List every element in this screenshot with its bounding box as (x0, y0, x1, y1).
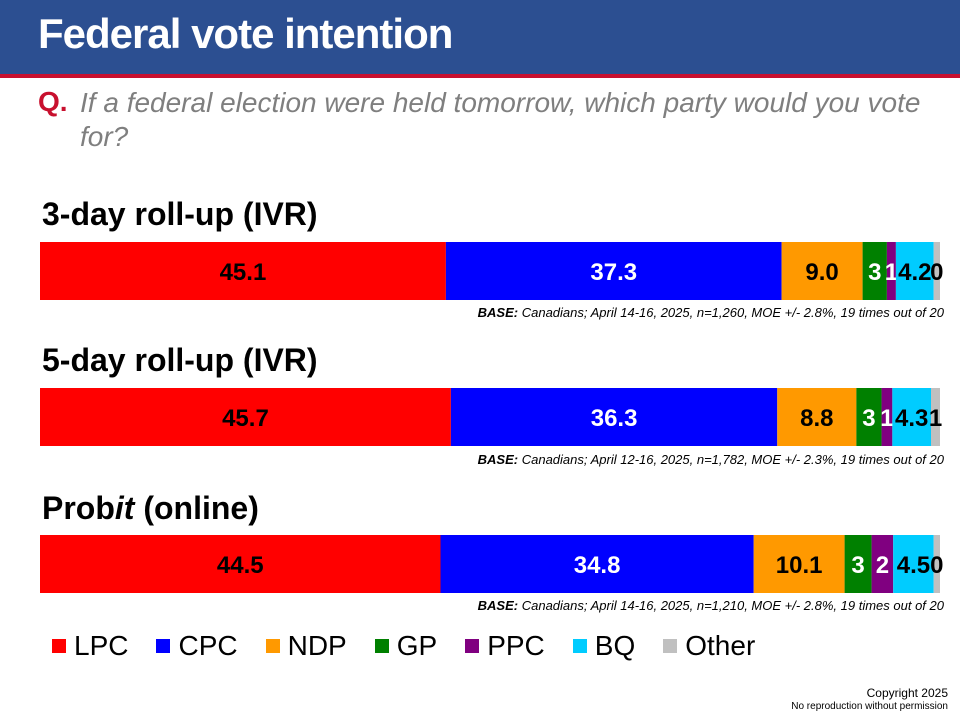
legend-swatch-ppc (465, 639, 480, 653)
legend-swatch-ndp (265, 639, 280, 653)
legend-swatch-cpc (156, 639, 171, 653)
bar-label-bq-1: 4.3 (895, 405, 928, 432)
bar-label-other-0: 0 (930, 259, 943, 286)
bar-label-ndp-2: 10.1 (776, 552, 823, 579)
page-title: Federal vote intention (38, 10, 453, 57)
bar-segment-ndp-0 (781, 242, 863, 300)
legend-swatch-gp (374, 639, 389, 653)
base-note-3day: BASE: Canadians; April 14-16, 2025, n=1,… (477, 305, 944, 320)
legend-label-ndp: NDP (287, 630, 347, 661)
bar-label-lpc-2: 44.5 (217, 552, 264, 579)
bar-label-ndp-0: 9.0 (805, 259, 838, 286)
bar-label-cpc-1: 36.3 (591, 405, 638, 432)
copyright-text: Copyright 2025 (866, 686, 948, 700)
bar-segment-cpc-0 (445, 242, 782, 300)
bar-label-ppc-2: 2 (876, 552, 889, 579)
bar-label-bq-2: 4.5 (897, 552, 930, 579)
bar-label-gp-1: 3 (862, 405, 875, 432)
bar-label-other-1: 1 (929, 405, 942, 432)
legend-label-ppc: PPC (487, 630, 545, 661)
bar-label-bq-0: 4.2 (898, 259, 931, 286)
bar-label-ndp-1: 8.8 (800, 405, 833, 432)
copyright: Copyright 2025 No reproduction without p… (791, 686, 948, 714)
bar-label-lpc-0: 45.1 (220, 259, 267, 286)
bar-segment-cpc-2 (440, 535, 754, 593)
bar-segment-ppc-1 (881, 388, 893, 446)
bar-segment-ppc-2 (871, 535, 894, 593)
legend-label-gp: GP (396, 630, 438, 661)
legend-item-ndp: NDP (265, 630, 347, 662)
chart-title-5day: 5-day roll-up (IVR) (42, 342, 318, 378)
bar-label-gp-2: 3 (851, 552, 864, 579)
bar-label-cpc-0: 37.3 (590, 259, 637, 286)
reproduction-notice: No reproduction without permission (791, 701, 948, 712)
bar-segment-ppc-0 (886, 242, 896, 300)
bar-segment-lpc-0 (40, 242, 446, 300)
legend-label-lpc: LPC (74, 630, 129, 661)
legend-swatch-lpc (52, 639, 66, 653)
bar-label-gp-0: 3 (868, 259, 881, 286)
bar-segment-gp-1 (856, 388, 882, 446)
bar-label-lpc-1: 45.7 (222, 405, 269, 432)
legend-item-other: Other (663, 630, 755, 662)
legend-swatch-bq (572, 639, 587, 653)
legend-item-cpc: CPC (156, 630, 238, 662)
title-divider (0, 74, 960, 78)
legend-label-bq: BQ (594, 630, 636, 661)
bar-segment-cpc-1 (450, 388, 778, 446)
legend-item-gp: GP (374, 630, 438, 662)
bar-segment-bq-0 (895, 242, 934, 300)
legend-label-cpc: CPC (178, 630, 238, 661)
question-text: If a federal election were held tomorrow… (80, 87, 921, 152)
base-note-5day: BASE: Canadians; April 12-16, 2025, n=1,… (477, 452, 944, 467)
bar-segment-gp-0 (862, 242, 887, 300)
legend-item-ppc: PPC (465, 630, 545, 662)
bar-segment-gp-2 (844, 535, 872, 593)
bar-segment-other-0 (933, 242, 940, 300)
base-note-probit: BASE: Canadians; April 14-16, 2025, n=1,… (477, 598, 944, 613)
bar-segment-ndp-2 (753, 535, 845, 593)
bar-label-ppc-1: 1 (880, 405, 893, 432)
legend-item-lpc: LPC (52, 630, 128, 662)
bar-segment-bq-1 (892, 388, 932, 446)
bar-segment-ndp-1 (777, 388, 857, 446)
title-bar: Federal vote intention (0, 0, 960, 74)
question-label: Q. (38, 86, 68, 117)
chart-title-3day: 3-day roll-up (IVR) (42, 196, 318, 232)
chart-title-probit: Probit (online) (42, 490, 259, 526)
bar-segment-lpc-2 (40, 535, 441, 593)
legend: LPC CPC NDP GP PPC BQ Other (52, 630, 783, 662)
legend-swatch-other (663, 639, 678, 653)
bar-label-cpc-2: 34.8 (574, 552, 621, 579)
bar-segment-other-2 (933, 535, 940, 593)
legend-label-other: Other (685, 630, 756, 661)
legend-item-bq: BQ (572, 630, 636, 662)
bar-label-other-2: 0 (930, 552, 943, 579)
bar-segment-other-1 (931, 388, 940, 446)
bar-segment-lpc-1 (40, 388, 451, 446)
bar-segment-bq-2 (893, 535, 934, 593)
bar-label-ppc-0: 1 (885, 259, 898, 286)
